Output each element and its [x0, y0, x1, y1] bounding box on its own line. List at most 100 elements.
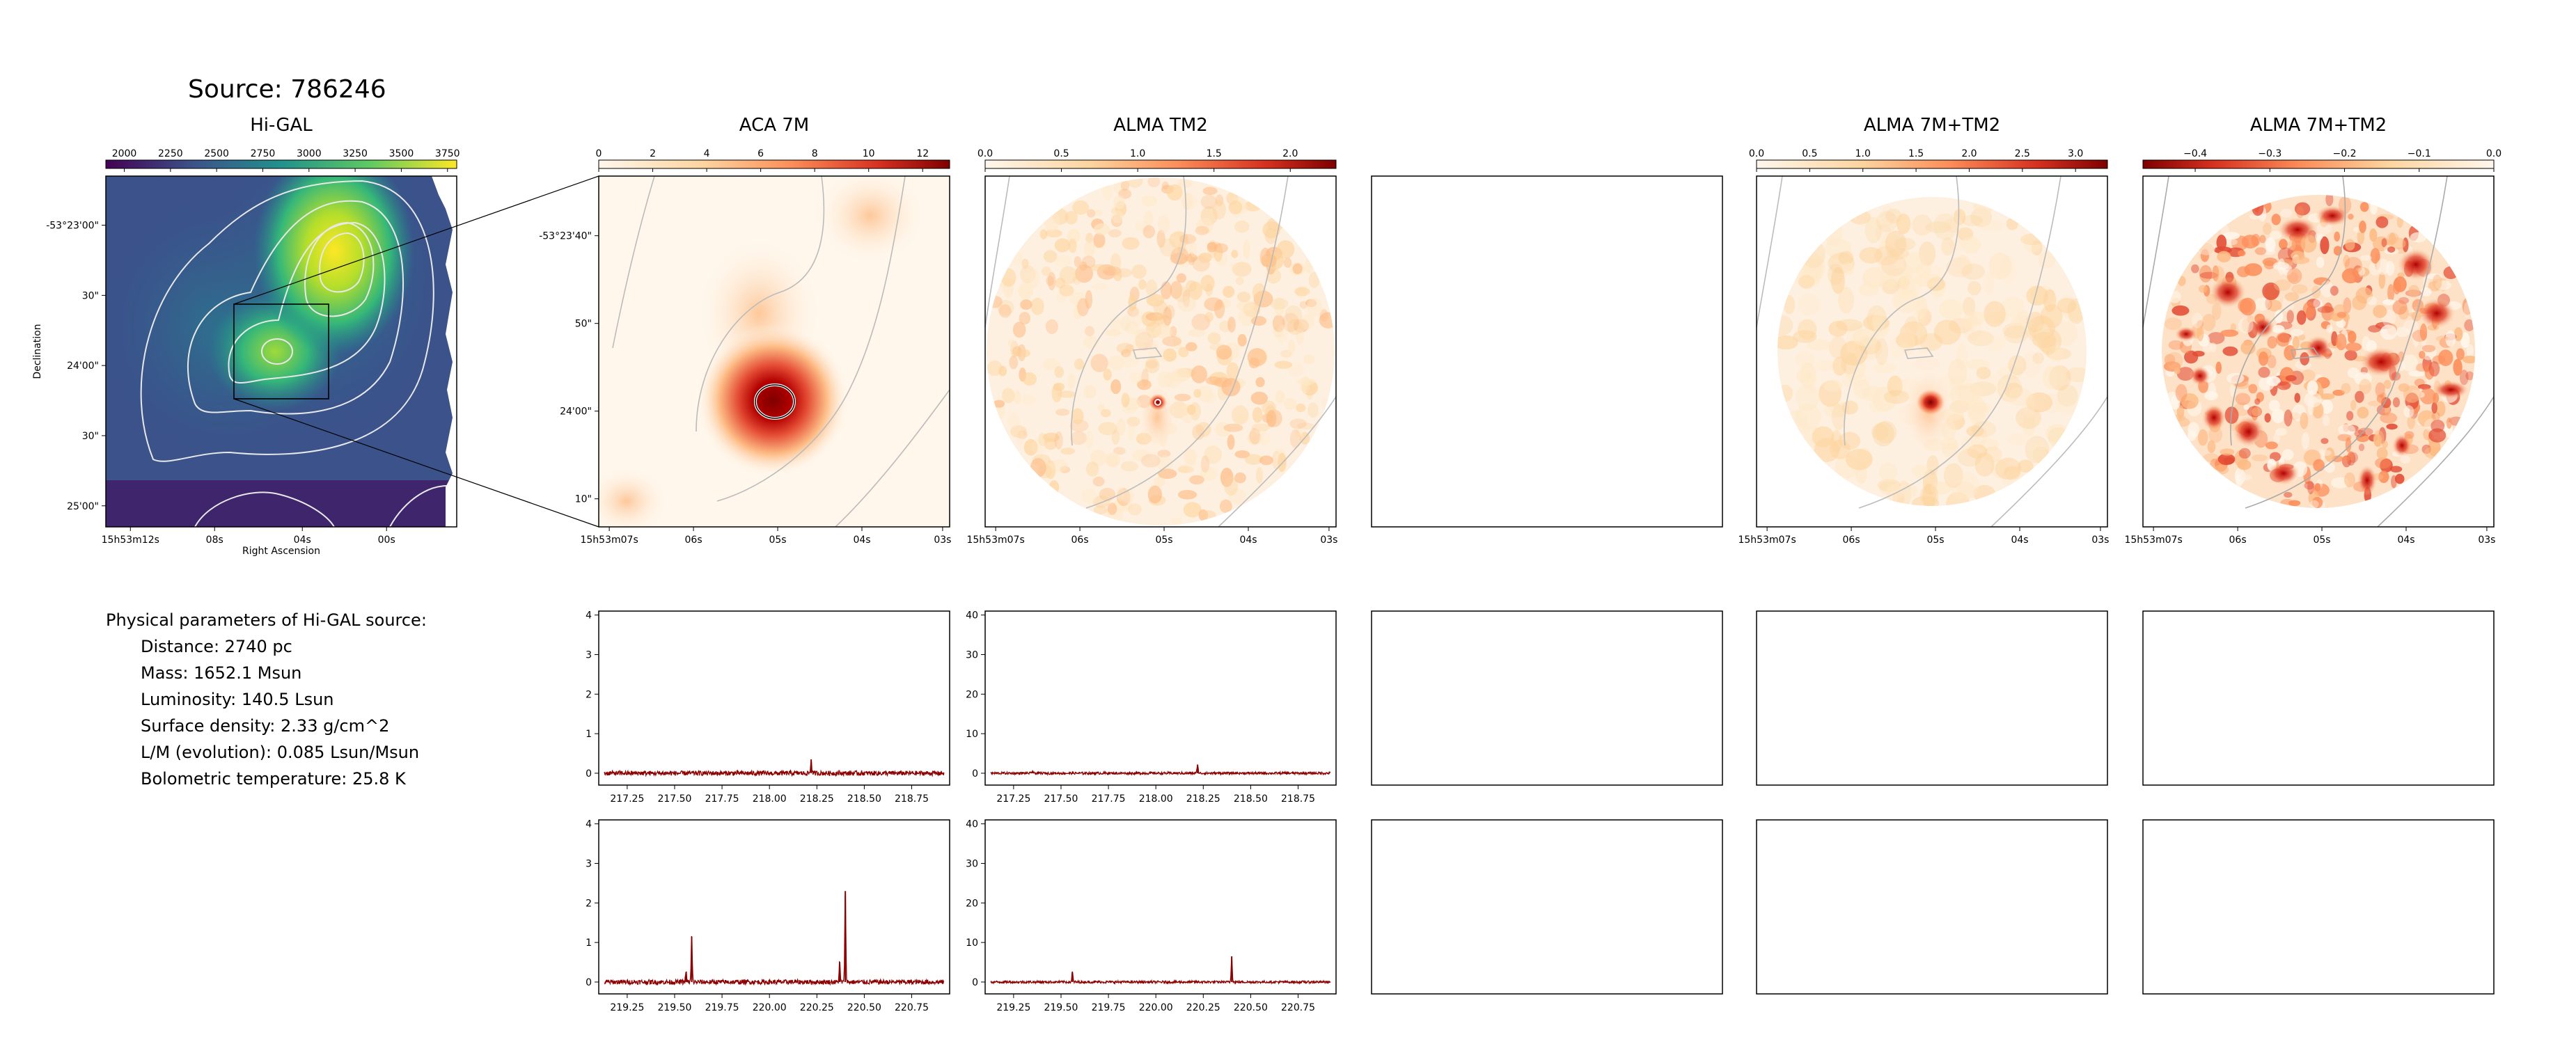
noise-speck: [1904, 316, 1918, 335]
noise-speck: [2210, 342, 2217, 353]
tm2-peak: [1148, 393, 1168, 411]
noise-speck: [1946, 491, 1970, 506]
noise-speck: [2044, 347, 2071, 359]
noise-speck: [2168, 290, 2181, 303]
noise-speck: [1898, 482, 1918, 499]
noise-speck: [2208, 382, 2217, 400]
colorbar-tick-label: 0.5: [1053, 148, 1069, 159]
noise-speck: [1065, 211, 1078, 225]
noise-speck: [2166, 351, 2183, 370]
noise-speck: [1266, 410, 1277, 427]
noise-speck: [1223, 285, 1235, 298]
x-tick-label: 218.25: [1186, 793, 1220, 805]
noise-speck: [2394, 326, 2410, 338]
noise-speck: [2307, 380, 2318, 395]
noise-speck: [1059, 284, 1074, 296]
noise-speck: [2275, 427, 2287, 436]
noise-speck: [2171, 305, 2190, 316]
noise-speck: [1054, 431, 1063, 450]
noise-speck: [1072, 200, 1090, 215]
noise-speck: [1110, 379, 1122, 395]
physical-parameters: Physical parameters of Hi-GAL source: Di…: [106, 607, 427, 792]
noise-speck: [1074, 358, 1085, 370]
noise-speck: [2407, 415, 2416, 429]
noise-speck: [1812, 426, 1835, 448]
noise-speck: [1838, 251, 1854, 265]
noise-speck: [1039, 229, 1048, 239]
x-tick-label: 217.25: [610, 793, 644, 805]
y-tick-label: 0: [586, 977, 592, 988]
x-tick-label: 220.50: [847, 1002, 881, 1013]
aca7m-blob-sw: [599, 466, 668, 527]
colorbar-tick-label: 6: [757, 148, 764, 159]
noise-speck: [2016, 310, 2030, 328]
aca7m-peak: [696, 324, 849, 477]
noise-speck: [1045, 229, 1062, 238]
noise-speck: [1912, 309, 1924, 330]
x-tick-label: 04s: [853, 535, 870, 546]
params-header: Physical parameters of Hi-GAL source:: [106, 610, 427, 630]
x-tick-label: 218.75: [895, 793, 929, 805]
noise-speck: [1101, 489, 1113, 505]
noise-speck: [1030, 297, 1044, 315]
residual-frame: [2142, 175, 2495, 528]
noise-speck: [1925, 221, 1952, 233]
empty-spectrum-6: [2142, 819, 2495, 995]
noise-speck: [1793, 330, 1817, 343]
higal-colorbar: [105, 159, 457, 169]
noise-speck: [2018, 459, 2034, 473]
higal-frame: [105, 175, 457, 528]
combined-frame: [1756, 175, 2108, 528]
noise-speck: [1298, 313, 1315, 330]
noise-speck: [2345, 239, 2355, 251]
x-tick-label: 06s: [685, 535, 702, 546]
noise-speck: [1107, 503, 1117, 515]
noise-speck: [1177, 296, 1197, 312]
noise-speck: [2199, 264, 2213, 283]
aca7m-contours: [612, 176, 950, 527]
noise-speck: [2268, 400, 2280, 412]
noise-speck: [1956, 342, 1968, 370]
noise-speck: [2031, 240, 2043, 256]
noise-speck: [1245, 454, 1264, 465]
noise-speck: [1795, 384, 1820, 411]
noise-speck: [2016, 406, 2042, 429]
noise-speck: [2460, 332, 2470, 349]
noise-speck: [1121, 349, 1131, 358]
noise-speck: [1085, 461, 1099, 477]
noise-speck: [2345, 342, 2362, 351]
x-tick-label: 217.50: [657, 793, 691, 805]
noise-speck: [2343, 255, 2350, 267]
noise-speck: [1156, 230, 1165, 248]
noise-speck: [1081, 488, 1097, 504]
y-tick-label: 24'00": [560, 406, 592, 418]
noise-speck: [2267, 299, 2282, 312]
noise-speck: [1145, 357, 1160, 374]
noise-speck: [2023, 351, 2041, 379]
noise-speck: [2332, 455, 2343, 462]
noise-speck: [2294, 202, 2311, 216]
noise-speck: [1236, 292, 1251, 303]
noise-speck: [1914, 274, 1942, 287]
y-tick-label: 0: [972, 977, 978, 988]
noise-speck: [1871, 310, 1886, 333]
noise-speck: [2430, 419, 2445, 433]
noise-speck: [1044, 437, 1058, 450]
noise-speck: [1294, 429, 1303, 438]
noise-speck: [1093, 505, 1108, 515]
x-tick-label: 219.25: [996, 1002, 1030, 1013]
noise-speck: [2066, 367, 2087, 383]
noise-speck: [2282, 449, 2294, 461]
noise-speck: [1190, 241, 1197, 258]
noise-speck: [1895, 332, 1919, 349]
x-tick-label: 15h53m07s: [966, 535, 1024, 546]
noise-speck: [1872, 362, 1896, 374]
noise-speck: [1962, 296, 1976, 317]
noise-speck: [1943, 463, 1963, 489]
noise-speck: [1228, 488, 1246, 505]
x-tick-label: 03s: [2478, 535, 2495, 546]
noise-speck: [2258, 367, 2270, 378]
noise-speck: [2288, 239, 2296, 251]
y-tick-label: 2: [586, 898, 592, 909]
noise-speck: [1269, 298, 1289, 310]
